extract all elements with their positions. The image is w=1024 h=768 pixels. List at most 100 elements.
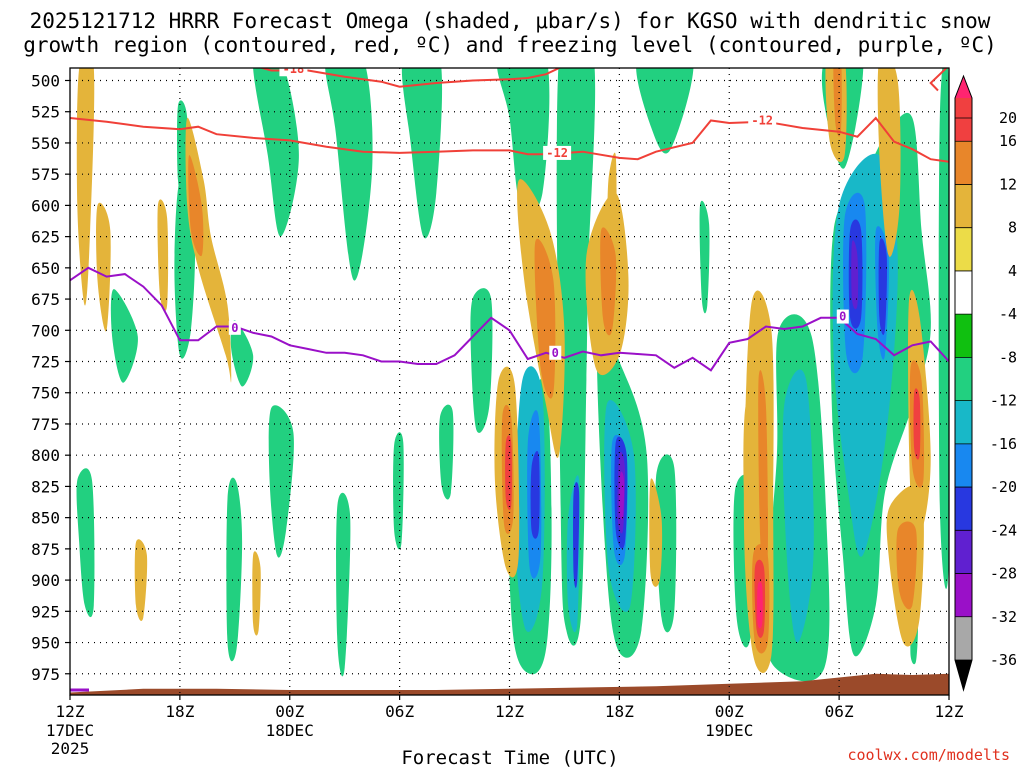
omega-region-51 [607,152,617,250]
y-axis: 500 525 550 575 600 625 650 675 700 725 750 775 800 8… [31,71,70,684]
omega-region-18 [636,68,694,154]
x-axis-label: Forecast Time (UTC) [401,747,618,768]
y-tick-label: 700 [31,321,60,340]
omega-region-48 [252,551,261,636]
omega-region-5 [230,320,254,387]
colorbar-label: -4 [999,305,1017,323]
omega-region-65 [758,370,769,570]
y-tick-label: 950 [31,634,60,653]
x-tick-label: 17DEC [46,721,94,740]
colorbar-label: 16 [999,132,1017,150]
omega-region-14 [497,68,550,214]
y-tick-label: 975 [31,665,60,684]
colorbar-label: -28 [990,565,1017,583]
omega-region-37 [573,482,580,588]
y-tick-label: 925 [31,602,60,621]
omega-region-4 [176,100,188,209]
y-tick-label: 500 [31,71,60,90]
colorbar-top-arrow [955,76,972,98]
omega-shading [76,68,949,682]
omega-region-7 [76,468,95,618]
colorbar-label: 12 [999,175,1017,193]
omega-region-25 [938,68,949,589]
omega-region-73 [757,581,763,629]
colorbar-bottom-arrow [955,660,972,690]
colorbar-swatch [955,227,972,272]
colorbar-label: -20 [990,478,1017,496]
freezing-label-bg [549,345,562,360]
colorbar-outline [954,74,973,692]
omega-region-42 [851,240,859,310]
colorbar-label: -8 [999,348,1017,366]
omega-region-12 [439,404,454,500]
dgz-contour-label: -12 [751,113,773,127]
omega-region-70 [505,435,512,511]
freezing-label-bg [836,309,849,324]
y-tick-label: 575 [31,165,60,184]
colorbar-swatch [955,400,972,445]
omega-region-6 [110,289,138,383]
omega-region-60 [134,539,148,621]
x-tick-label: 12Z [495,702,524,721]
chart-title-line1: 2025121712 HRRR Forecast Omega (shaded, … [30,9,991,33]
omega-region-1 [325,68,373,281]
y-tick-label: 775 [31,415,60,434]
colorbar-label: -24 [990,521,1017,539]
contour-lines: -12 -12 -18 0 0 0 [70,62,949,692]
omega-region-30 [782,369,814,643]
x-tick-label: 19DEC [705,721,753,740]
omega-region-52 [649,478,663,587]
y-tick-label: 850 [31,509,60,528]
freezing-level-label: 0 [552,346,559,360]
omega-region-67 [833,68,842,137]
omega-region-61 [188,155,204,257]
omega-region-44 [76,68,95,306]
y-tick-label: 900 [31,571,60,590]
omega-region-57 [877,68,901,257]
omega-region-36 [530,450,540,539]
omega-region-2 [401,68,443,239]
freezing-label-bg [228,320,241,335]
dgz-contour-label: -18 [283,62,305,76]
y-tick-label: 875 [31,540,60,559]
colorbar-label: -36 [990,651,1017,669]
colorbar-swatch [955,530,972,575]
omega-region-40 [878,238,888,335]
omega-region-19 [655,454,677,633]
x-tick-label: 06Z [385,702,414,721]
colorbar-swatch [955,314,972,358]
y-tick-label: 600 [31,196,60,215]
colorbar-swatch [955,443,972,488]
colorbar-label: 8 [1008,219,1017,237]
colorbar: 20 16 12 8 4 -4 -8 -12 -16 -20 -24 -28 -32 -36 [954,74,1017,692]
omega-region-16 [556,68,596,646]
colorbar-swatch [955,573,972,618]
y-tick-label: 825 [31,477,60,496]
colorbar-label: 20 [999,109,1017,127]
y-tick-label: 550 [31,134,60,153]
watermark: coolwx.com/modelts [847,746,1010,764]
y-tick-label: 675 [31,290,60,309]
chart-title-line2: growth region (contoured, red, ºC) and f… [23,33,997,57]
colorbar-swatch [955,184,972,229]
omega-region-11 [393,432,404,550]
omega-region-69 [896,521,917,610]
x-tick-label: 00Z [275,702,304,721]
x-tick-label: 12Z [935,702,964,721]
omega-region-8 [226,477,243,662]
colorbar-swatch [955,487,972,531]
x-tick-label: 2025 [51,739,90,758]
colorbar-swatch [955,357,972,402]
y-tick-label: 800 [31,446,60,465]
omega-region-20 [699,200,710,314]
y-tick-label: 725 [31,353,60,372]
y-tick-label: 525 [31,103,60,122]
x-tick-label: 00Z [715,702,744,721]
colorbar-label: -16 [990,435,1017,453]
y-tick-label: 750 [31,384,60,403]
colorbar-swatch [955,141,972,185]
freezing-level-label: 0 [839,310,846,324]
x-tick-label: 18Z [165,702,194,721]
